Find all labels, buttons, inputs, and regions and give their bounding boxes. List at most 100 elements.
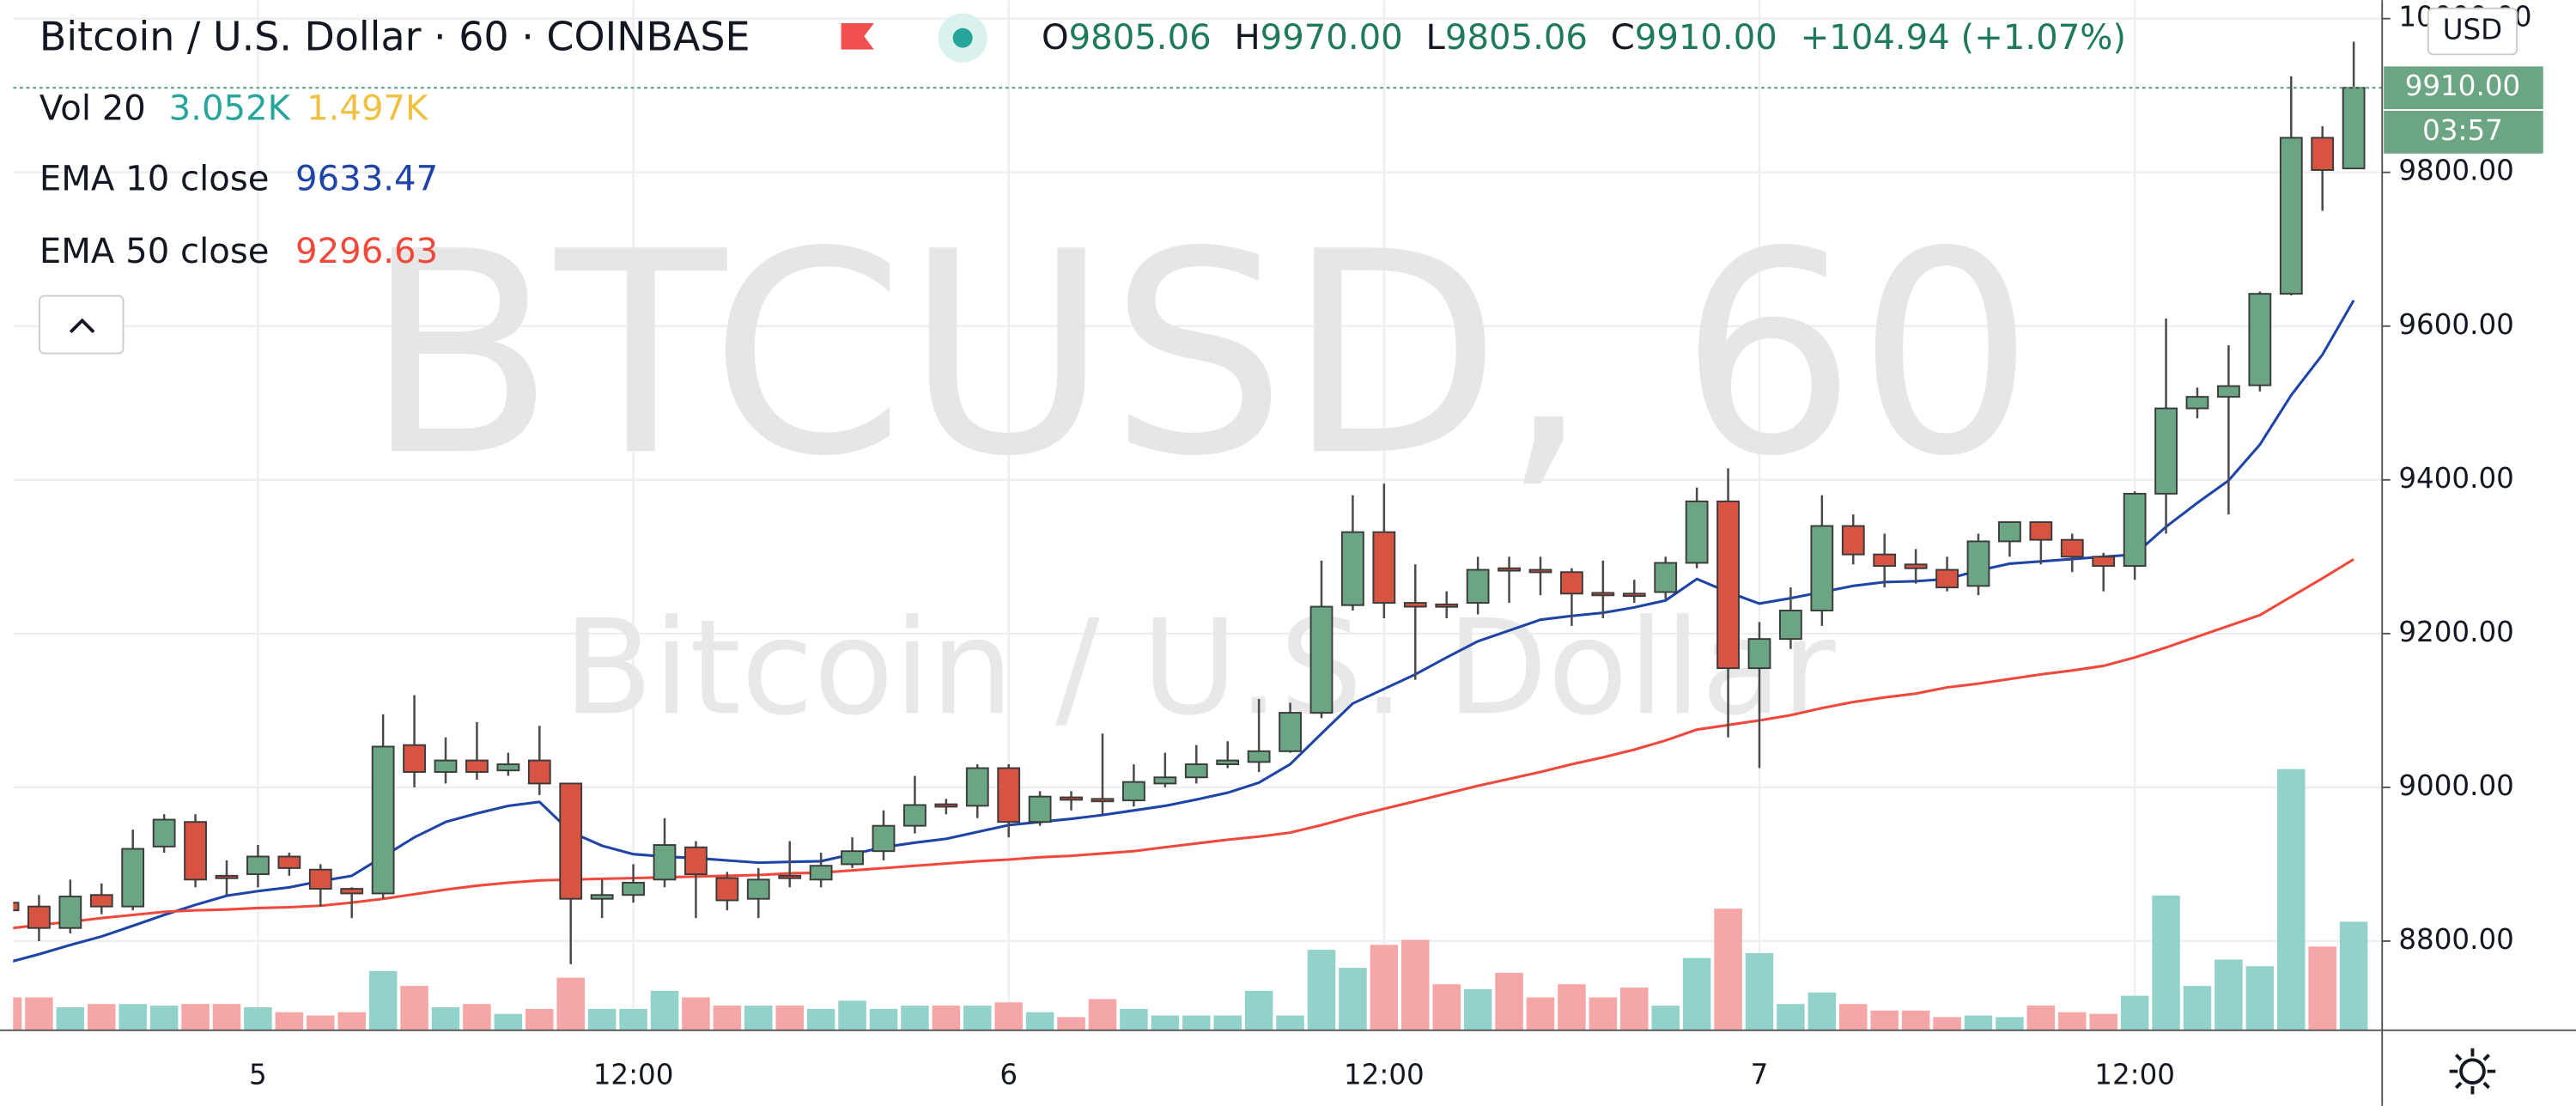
candle-body <box>934 803 958 808</box>
candle-body <box>1935 568 1959 589</box>
candle-body <box>1028 795 1052 823</box>
legend-value: 3.052K <box>169 88 292 128</box>
x-tick-label: 6 <box>999 1058 1018 1091</box>
volume-bar <box>1025 1012 1054 1030</box>
candle-body <box>1060 796 1083 801</box>
candle-body <box>1591 592 1615 597</box>
candle-body <box>778 874 802 879</box>
candle-body <box>872 824 896 853</box>
collapse-icon[interactable] <box>69 318 95 334</box>
settings-gear[interactable] <box>2459 1058 2486 1085</box>
candle-body <box>1528 568 1552 574</box>
volume-bar <box>88 1004 116 1030</box>
volume-bar <box>1651 1006 1680 1030</box>
candle-body <box>277 855 301 869</box>
volume-bar <box>1307 950 1336 1030</box>
candle-body <box>1998 521 2021 543</box>
volume-bar <box>619 1008 647 1030</box>
volume-bar <box>1057 1017 1085 1030</box>
volume-bar <box>1432 984 1461 1030</box>
candle-body <box>308 868 332 890</box>
candle-body <box>527 759 551 785</box>
legend-name: EMA 10 close <box>39 160 270 199</box>
candle-body <box>1810 525 1834 611</box>
ohlc-value: 9910.00 <box>1635 18 1777 58</box>
volume-bar <box>994 1002 1023 1030</box>
candle-body <box>13 902 20 912</box>
volume-bar <box>775 1006 804 1030</box>
candle-body <box>2154 407 2178 495</box>
plot <box>13 41 2383 1030</box>
y-tick-label: 9000.00 <box>2398 769 2513 802</box>
volume-bar <box>244 1007 272 1030</box>
candle-body <box>246 855 270 876</box>
volume-bar <box>2058 1012 2087 1030</box>
volume-bar <box>2089 1013 2117 1030</box>
y-tick-label: 9600.00 <box>2398 308 2513 341</box>
volume-bar <box>463 1004 491 1030</box>
x-tick-label: 5 <box>249 1058 267 1091</box>
volume-bar <box>713 1006 742 1030</box>
candle-body <box>2092 556 2116 568</box>
volume-bar <box>682 997 710 1030</box>
candle-body <box>1091 798 1115 803</box>
volume-bar <box>275 1012 304 1030</box>
volume-bar <box>1745 952 1774 1030</box>
legend-value: 9633.47 <box>295 160 438 199</box>
symbol[interactable]: Bitcoin / U.S. Dollar · 60 · COINBASE <box>39 14 750 60</box>
candle-body <box>653 844 677 881</box>
ema-line <box>13 299 2355 963</box>
volume-bar <box>2026 1006 2056 1030</box>
volume-bar <box>1182 1015 1211 1030</box>
candle-body <box>403 744 426 773</box>
volume-bar <box>494 1013 523 1030</box>
candle-body <box>1466 568 1490 605</box>
y-tick-label: 9800.00 <box>2398 155 2513 187</box>
volume-bar <box>1839 1004 1868 1030</box>
candle-body <box>1247 750 1271 763</box>
ohlc-key: C <box>1611 18 1635 58</box>
candle-body <box>965 767 989 807</box>
volume-bar <box>13 997 22 1030</box>
volume-bar <box>1620 988 1649 1030</box>
volume-bar <box>869 1008 898 1030</box>
collapse-button[interactable] <box>38 295 125 355</box>
watermark: BTCUSD, 60 <box>364 191 2034 517</box>
candle-body <box>1747 638 1771 670</box>
currency-box[interactable] <box>2427 7 2518 56</box>
volume-bar <box>1526 997 1555 1030</box>
collapse-box[interactable] <box>38 295 125 355</box>
candle-body <box>903 804 927 827</box>
volume-bar <box>1244 990 1273 1030</box>
volume-bar <box>1933 1017 1961 1030</box>
volume-bar <box>744 1006 773 1030</box>
candle-body <box>622 881 645 896</box>
candle-body <box>89 894 113 908</box>
settings-icon[interactable] <box>2449 1048 2496 1095</box>
countdown-box <box>2384 111 2543 154</box>
candle-body <box>2342 87 2366 170</box>
candle-body <box>2123 492 2147 568</box>
x-tick-label: 12:00 <box>1344 1058 1425 1091</box>
volume-bar <box>1964 1015 1993 1030</box>
settings-spokes[interactable] <box>2449 1048 2496 1095</box>
volume-bar <box>56 1007 85 1030</box>
x-tick-label: 12:00 <box>593 1058 674 1091</box>
flag-icon[interactable] <box>841 22 874 50</box>
candle-body <box>841 850 864 866</box>
currency[interactable]: USD <box>2443 14 2502 46</box>
countdown: 03:57 <box>2422 114 2503 147</box>
volume-bar <box>2215 959 2243 1030</box>
candle-body <box>1654 562 1678 593</box>
status-dot <box>952 27 973 48</box>
volume-bar <box>1558 984 1586 1030</box>
candle-body <box>2311 137 2335 171</box>
candle-body <box>590 894 614 900</box>
volume-bar <box>1370 945 1399 1030</box>
volume-bar <box>2339 921 2368 1030</box>
volume-bar <box>307 1015 335 1030</box>
candle-body <box>215 874 239 879</box>
volume-bar <box>650 990 679 1030</box>
